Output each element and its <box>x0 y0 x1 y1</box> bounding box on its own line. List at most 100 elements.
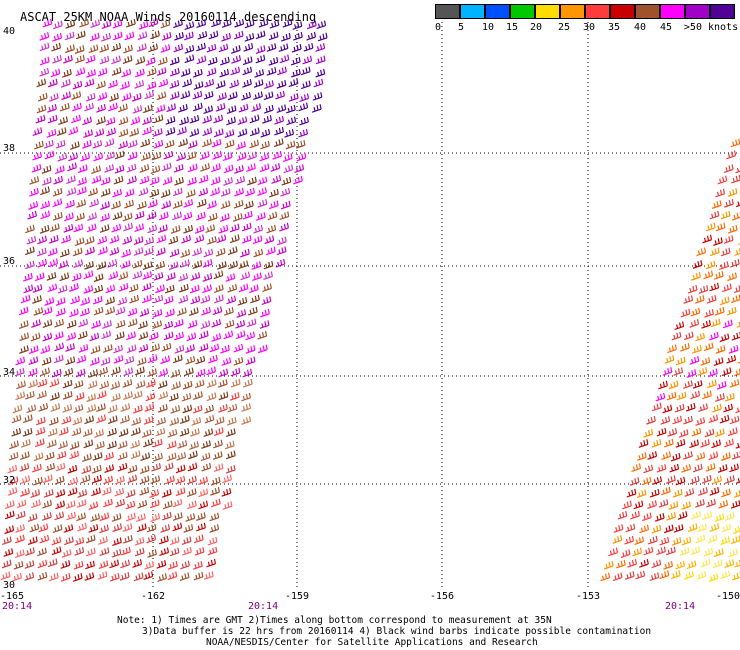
wind-barb <box>127 307 138 317</box>
wind-barb <box>101 330 112 340</box>
wind-barb <box>39 225 50 234</box>
wind-barb <box>88 44 99 54</box>
wind-barb <box>64 31 75 41</box>
wind-barb <box>181 536 192 546</box>
wind-barb <box>275 258 286 268</box>
wind-barb <box>192 68 203 78</box>
wind-barb <box>127 151 138 161</box>
wind-barb <box>683 331 694 341</box>
wind-barb <box>168 261 179 271</box>
wind-barb <box>90 513 100 523</box>
wind-barb <box>94 429 104 438</box>
wind-barb <box>257 199 268 208</box>
wind-barb <box>221 19 232 28</box>
wind-barb <box>40 200 51 210</box>
wind-barb <box>672 488 683 498</box>
wind-barb <box>50 392 60 401</box>
wind-barb <box>29 176 40 185</box>
wind-barb <box>12 404 23 414</box>
wind-barb <box>100 213 110 222</box>
wind-barb <box>86 223 97 233</box>
wind-barb <box>199 151 210 160</box>
wind-barb <box>208 354 218 364</box>
wind-barb <box>127 175 137 185</box>
wind-barb <box>216 234 227 244</box>
wind-barb <box>638 439 649 448</box>
wind-barb <box>263 104 274 114</box>
wind-barb <box>735 165 740 174</box>
wind-barb <box>215 247 226 257</box>
wind-barb <box>73 560 84 570</box>
wind-barb <box>200 320 211 330</box>
wind-swath-west <box>0 18 328 582</box>
wind-barb <box>141 294 152 304</box>
wind-barb <box>226 295 237 305</box>
wind-barb <box>136 357 147 366</box>
wind-barb <box>707 379 717 389</box>
legend-swatch <box>560 4 585 19</box>
wind-barb <box>27 210 38 220</box>
wind-barb <box>196 522 206 532</box>
wind-barb <box>709 523 720 532</box>
wind-barb <box>112 523 123 533</box>
wind-barb <box>213 284 224 294</box>
wind-barb <box>245 345 256 354</box>
wind-barb <box>235 175 246 185</box>
wind-barb <box>150 475 161 485</box>
wind-barb <box>72 247 83 257</box>
wind-barb <box>36 78 47 88</box>
wind-barb <box>102 344 113 353</box>
wind-barb <box>656 427 667 437</box>
wind-barb <box>697 367 708 376</box>
wind-barb <box>721 367 732 377</box>
wind-barb <box>55 307 66 317</box>
wind-barb <box>727 224 738 234</box>
wind-barb <box>83 129 93 139</box>
wind-barb <box>728 345 739 354</box>
wind-barb <box>659 570 670 580</box>
wind-barb <box>110 381 121 390</box>
wind-barb <box>139 486 150 496</box>
wind-barb <box>194 546 205 556</box>
wind-barb <box>156 416 166 426</box>
wind-barb <box>241 222 252 232</box>
wind-barb <box>115 319 126 329</box>
wind-barb <box>47 558 58 568</box>
wind-barb <box>112 188 122 198</box>
wind-barb <box>709 331 719 341</box>
note-line-1: Note: 1) Times are GMT 2)Times along bot… <box>117 615 552 626</box>
wind-barb <box>190 295 201 305</box>
wind-barb <box>232 213 243 222</box>
wind-barb <box>55 139 66 149</box>
wind-barb <box>70 295 81 305</box>
wind-barb <box>52 20 63 30</box>
wind-barb <box>113 355 124 364</box>
wind-barb <box>238 103 249 113</box>
wind-barb <box>731 572 740 581</box>
wind-barb <box>100 357 111 366</box>
wind-barb <box>109 235 120 244</box>
wind-barb <box>293 31 303 41</box>
wind-barb <box>626 488 637 498</box>
wind-barb <box>27 368 38 377</box>
wind-barb <box>207 212 218 222</box>
wind-barb <box>76 186 87 196</box>
wind-barb <box>169 547 180 557</box>
wind-swath-east <box>600 138 740 583</box>
wind-barb <box>705 463 716 472</box>
wind-barb <box>73 380 84 389</box>
wind-barb <box>272 151 283 160</box>
wind-barb <box>241 403 252 412</box>
wind-barb <box>686 369 697 378</box>
wind-barb <box>710 318 721 328</box>
wind-barb <box>215 103 226 112</box>
wind-barb <box>306 31 317 41</box>
wind-barb <box>608 547 618 557</box>
wind-barb <box>64 212 74 222</box>
wind-barb <box>169 248 180 258</box>
wind-barb <box>218 224 229 234</box>
wind-barb <box>729 415 740 425</box>
wind-barb <box>99 512 110 522</box>
wind-barb <box>267 211 278 221</box>
wind-barb <box>118 140 128 150</box>
